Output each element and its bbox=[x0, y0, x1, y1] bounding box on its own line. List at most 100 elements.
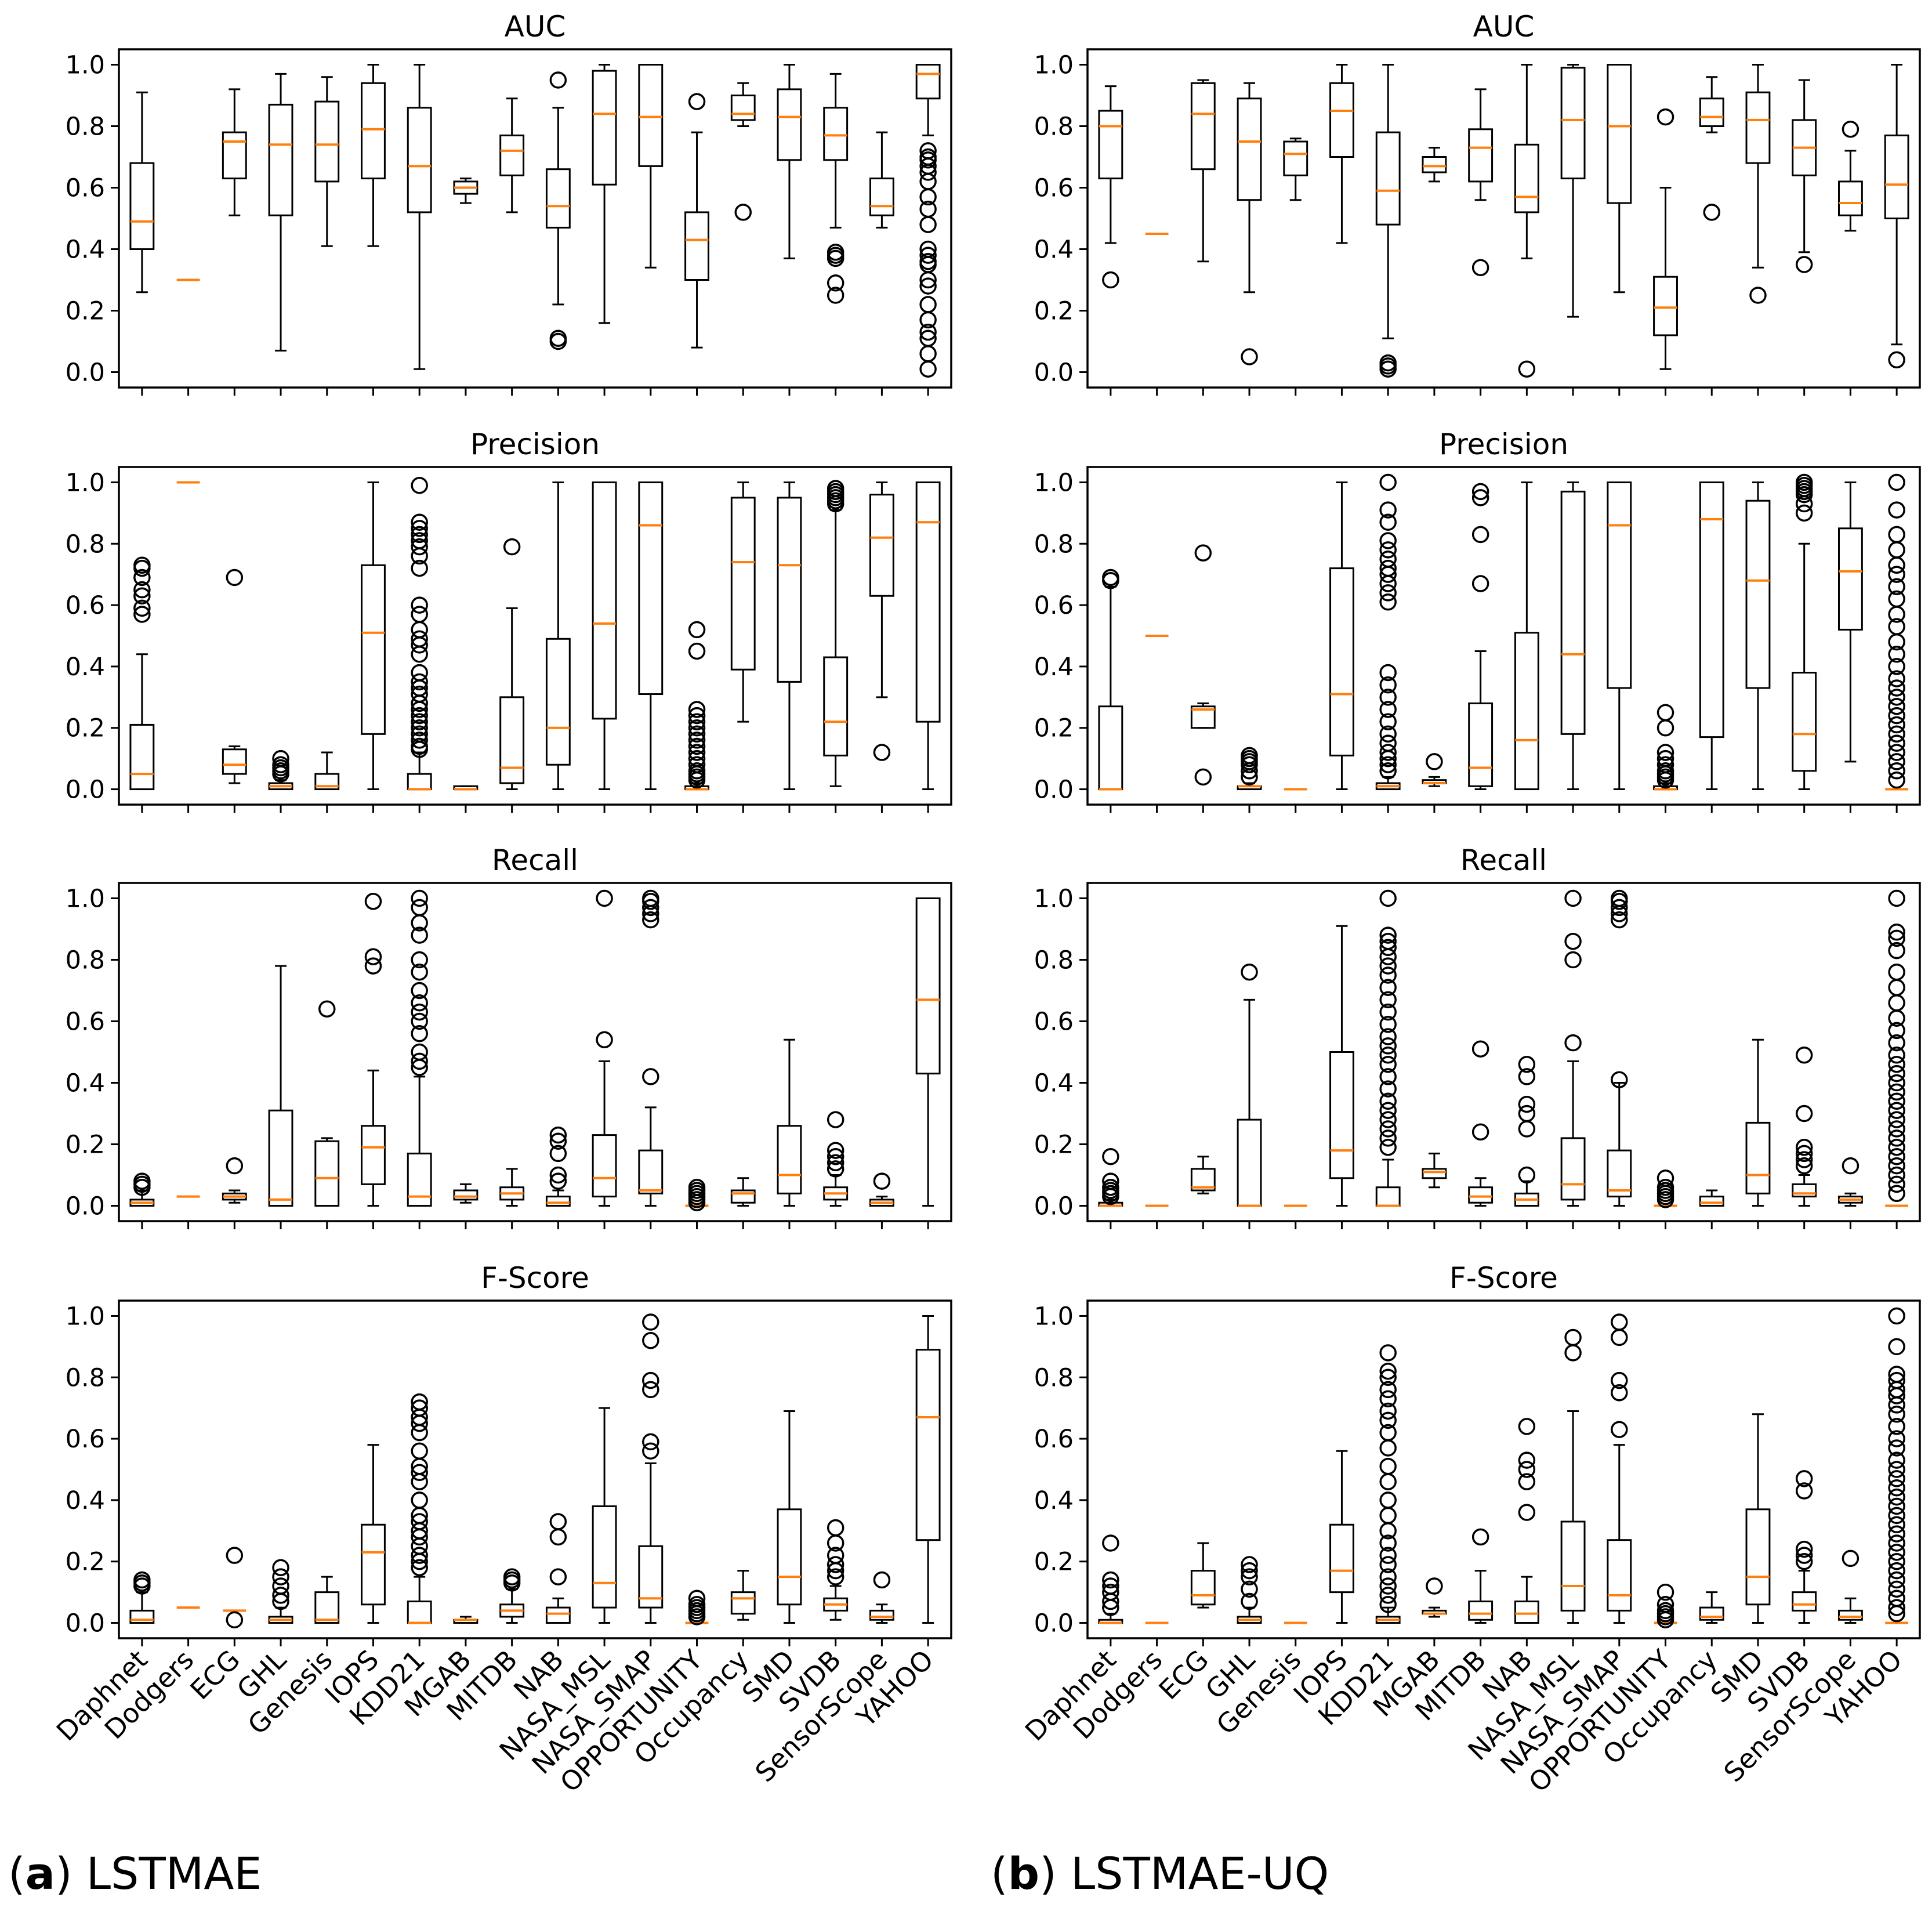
flier-point bbox=[827, 274, 844, 292]
flier-point bbox=[688, 732, 706, 749]
flier-point bbox=[1888, 1157, 1905, 1175]
flier-point bbox=[226, 1611, 244, 1629]
flier-point bbox=[1888, 1387, 1905, 1404]
y-tick-label: 0.0 bbox=[66, 776, 105, 805]
box-svdb bbox=[1792, 79, 1817, 396]
flier-point bbox=[1102, 1599, 1119, 1616]
y-tick-label: 0.8 bbox=[1034, 530, 1074, 559]
box-iqr bbox=[1607, 1149, 1632, 1198]
box-occupancy bbox=[730, 82, 756, 396]
box-nab bbox=[1514, 1055, 1539, 1229]
box-mitdb bbox=[499, 97, 525, 396]
subplot-title: Recall bbox=[492, 843, 578, 877]
flier-point bbox=[1471, 1040, 1489, 1058]
caption-b: (b) LSTMAE-UQ bbox=[991, 1848, 1329, 1899]
flier-point bbox=[1888, 942, 1905, 960]
flier-point bbox=[1241, 1592, 1258, 1610]
y-tick-label: 0.2 bbox=[66, 297, 105, 326]
flier-point bbox=[1656, 771, 1674, 789]
flier-point bbox=[1888, 606, 1905, 623]
flier-point bbox=[1888, 1516, 1905, 1533]
box-iqr bbox=[1098, 110, 1123, 180]
flier-point bbox=[1611, 1071, 1628, 1088]
box-iqr bbox=[314, 773, 340, 791]
subplot-title: F-Score bbox=[481, 1261, 589, 1295]
flier-point bbox=[549, 1166, 567, 1184]
flier-point bbox=[1888, 1488, 1905, 1506]
flier-point bbox=[1426, 753, 1443, 770]
flier-point bbox=[1379, 501, 1397, 519]
flier-point bbox=[642, 1068, 659, 1085]
flier-point bbox=[688, 621, 706, 639]
flier-point bbox=[1379, 966, 1397, 984]
box-mgab bbox=[1422, 147, 1447, 396]
flier-point bbox=[1379, 1362, 1397, 1380]
subplot-title: Precision bbox=[470, 428, 600, 461]
box-nasa_smap bbox=[1607, 889, 1632, 1229]
panels: AUC 0.0 0.2 0.4 0.6 0.8 1.0 Precision 0.0 0.2 0.4 0… bbox=[50, 10, 1921, 1798]
flier-point bbox=[1471, 575, 1489, 592]
box-iops bbox=[361, 64, 386, 396]
flier-point bbox=[827, 249, 844, 267]
box-ecg bbox=[1190, 1156, 1216, 1229]
flier-point bbox=[1379, 1068, 1397, 1085]
flier-point bbox=[642, 905, 659, 922]
y-tick-label: 0.0 bbox=[1034, 1192, 1074, 1221]
y-tick-label: 0.8 bbox=[66, 113, 105, 142]
box-ecg bbox=[222, 88, 247, 396]
box-opportunity bbox=[1654, 1170, 1677, 1229]
box-mitdb bbox=[1468, 88, 1494, 396]
y-tick-label: 0.8 bbox=[66, 1363, 105, 1392]
box-iqr bbox=[915, 1349, 941, 1541]
box-iqr bbox=[1699, 481, 1724, 738]
box-iqr bbox=[545, 638, 571, 766]
flier-point bbox=[133, 569, 151, 586]
subplot-a-precision: Precision 0.0 0.2 0.4 0.6 0.8 1.0 bbox=[66, 428, 952, 813]
flier-point bbox=[1888, 1534, 1905, 1552]
box-dodgers bbox=[1145, 1204, 1169, 1229]
flier-point bbox=[1888, 744, 1905, 761]
subplot-b-precision: Precision 0.0 0.2 0.4 0.6 0.8 1.0 bbox=[1034, 428, 1921, 813]
box-opportunity bbox=[1653, 704, 1678, 813]
flier-point bbox=[1611, 911, 1628, 929]
flier-point bbox=[411, 1424, 428, 1442]
flier-point bbox=[1379, 1547, 1397, 1564]
flier-point bbox=[1888, 1102, 1905, 1119]
flier-point bbox=[1795, 504, 1813, 522]
flier-point bbox=[411, 1012, 428, 1030]
y-tick-label: 0.2 bbox=[1034, 714, 1074, 743]
flier-point bbox=[734, 204, 752, 221]
y-tick-label: 0.4 bbox=[66, 1486, 105, 1515]
flier-point bbox=[1888, 963, 1905, 981]
box-daphnet bbox=[1098, 85, 1123, 396]
box-ghl bbox=[1237, 747, 1262, 813]
box-iqr bbox=[1745, 499, 1771, 689]
flier-point bbox=[364, 948, 382, 965]
box-iqr bbox=[1190, 82, 1216, 171]
flier-point bbox=[1611, 1384, 1628, 1402]
flier-point bbox=[1888, 1111, 1905, 1128]
flier-point bbox=[411, 673, 428, 691]
box-iqr bbox=[730, 1189, 756, 1204]
y-tick-label: 0.4 bbox=[66, 236, 105, 265]
flier-point bbox=[549, 330, 567, 347]
flier-point bbox=[1241, 1568, 1258, 1585]
flier-point bbox=[503, 1574, 521, 1592]
flier-point bbox=[1842, 1157, 1859, 1175]
flier-point bbox=[1102, 1571, 1119, 1589]
flier-point bbox=[688, 725, 706, 743]
flier-point bbox=[1795, 486, 1813, 504]
flier-point bbox=[1888, 473, 1905, 491]
flier-point bbox=[688, 1608, 706, 1625]
flier-point bbox=[411, 520, 428, 537]
box-iqr bbox=[777, 1125, 802, 1194]
box-sensorscope bbox=[869, 1172, 894, 1229]
flier-point bbox=[1888, 1571, 1905, 1589]
flier-point bbox=[1518, 1461, 1536, 1478]
flier-point bbox=[1888, 1034, 1905, 1052]
flier-point bbox=[1888, 725, 1905, 743]
box-nasa_smap bbox=[1607, 481, 1632, 813]
y-tick-label: 0.8 bbox=[1034, 113, 1074, 142]
box-iqr bbox=[545, 1606, 571, 1624]
flier-point bbox=[1795, 1047, 1813, 1064]
